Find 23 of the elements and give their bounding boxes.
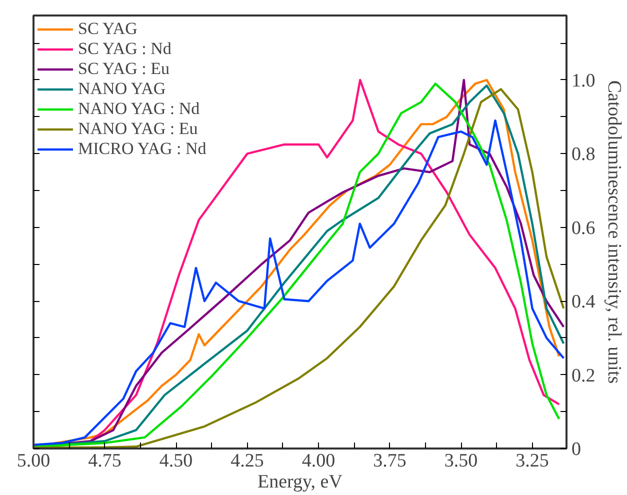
x-tick-label: 4.25 xyxy=(230,450,264,472)
x-axis-title: Energy, eV xyxy=(258,472,343,492)
x-tick-label: 3.25 xyxy=(516,450,549,472)
x-tick-label: 4.00 xyxy=(302,450,336,472)
y-tick-label: 0.2 xyxy=(572,365,596,386)
x-tick-label: 4.75 xyxy=(88,450,122,472)
legend-label: MICRO YAG : Nd xyxy=(78,139,206,159)
y-axis-title: Catodoluminescence intensity, rel. units xyxy=(603,80,624,384)
legend-label: NANO YAG : Nd xyxy=(78,99,200,119)
x-tick-label: 3.75 xyxy=(373,450,406,472)
y-tick-label: 0.6 xyxy=(572,218,596,239)
y-tick-label: 1.0 xyxy=(572,70,596,92)
legend-label: NANO YAG xyxy=(78,79,166,99)
y-tick-label: 0.8 xyxy=(572,144,596,166)
legend-label: NANO YAG : Eu xyxy=(78,119,198,139)
x-tick-label: 4.50 xyxy=(159,450,193,472)
legend-label: SC YAG : Eu xyxy=(78,59,170,79)
legend-label: SC YAG xyxy=(78,19,138,39)
y-tick-label: 0.4 xyxy=(572,292,596,313)
x-tick-label: 3.50 xyxy=(444,450,478,472)
x-tick-label: 5.00 xyxy=(16,450,50,472)
legend-label: SC YAG : Nd xyxy=(78,39,172,59)
y-tick-label: 0 xyxy=(572,439,581,460)
